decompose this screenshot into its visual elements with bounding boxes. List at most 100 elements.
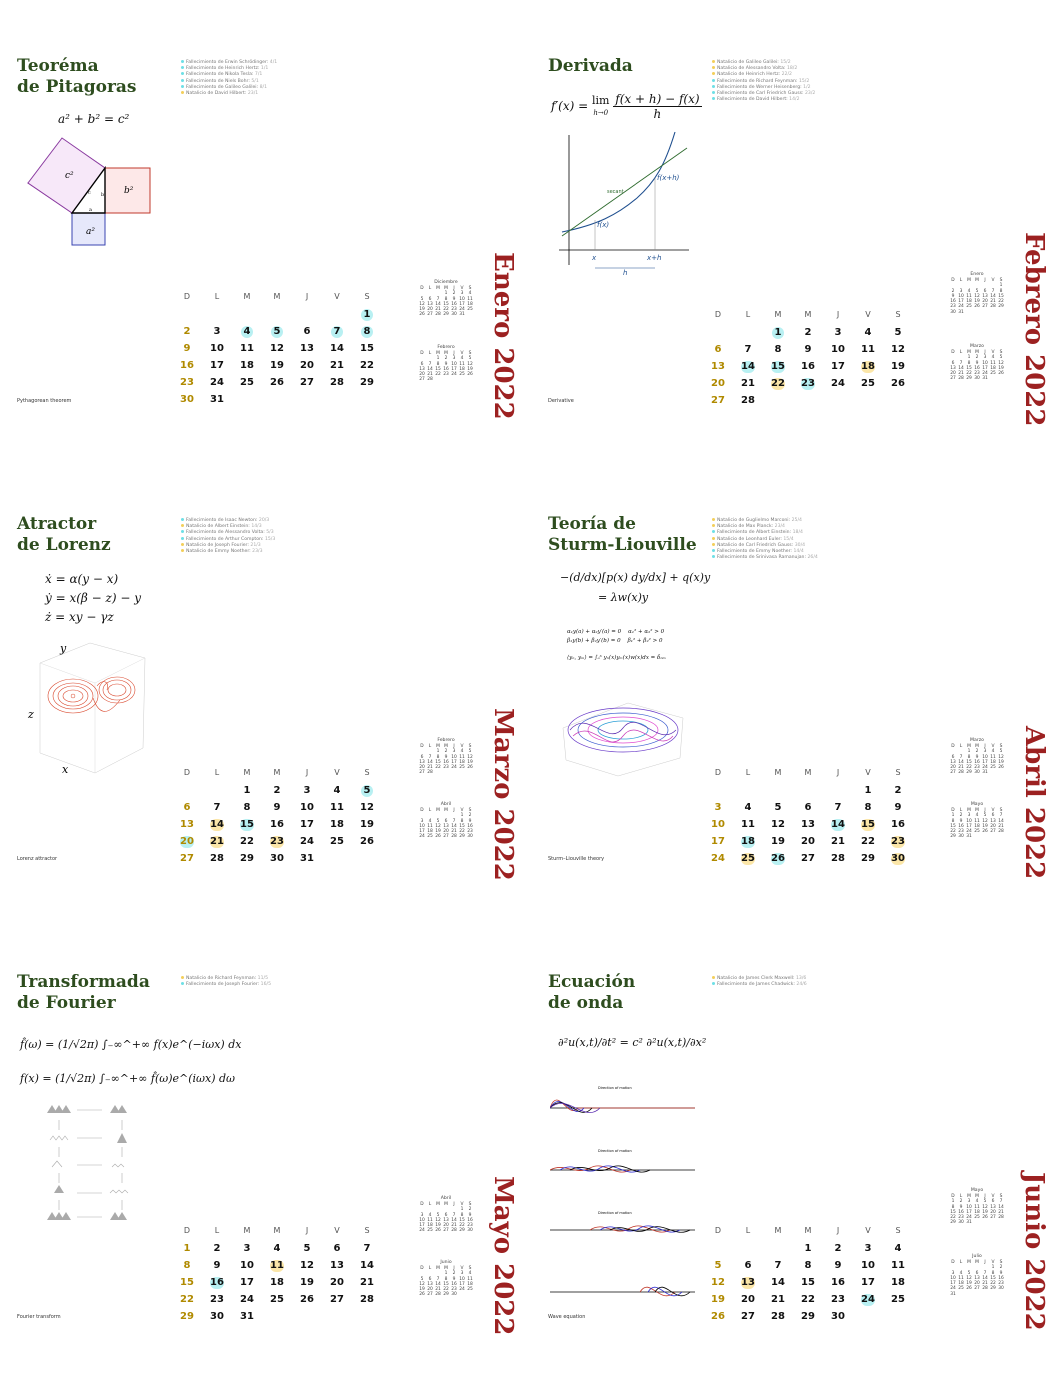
day-cell[interactable]: 5 <box>703 1257 733 1274</box>
day-cell[interactable]: 7 <box>823 799 853 816</box>
day-cell[interactable]: 5 <box>262 323 292 340</box>
day-cell[interactable]: 22 <box>853 833 883 850</box>
day-cell[interactable]: 24 <box>853 1291 883 1308</box>
day-cell[interactable]: 2 <box>172 323 202 340</box>
day-cell[interactable]: 9 <box>883 799 913 816</box>
day-cell[interactable]: 19 <box>763 833 793 850</box>
day-cell[interactable]: 10 <box>292 799 322 816</box>
day-cell[interactable]: 10 <box>202 340 232 357</box>
day-cell[interactable]: 15 <box>853 816 883 833</box>
day-cell[interactable]: 4 <box>853 324 883 341</box>
day-cell[interactable]: 2 <box>202 1240 232 1257</box>
day-cell[interactable]: 26 <box>292 1291 322 1308</box>
day-cell[interactable]: 1 <box>172 1240 202 1257</box>
day-cell[interactable]: 14 <box>202 816 232 833</box>
day-cell[interactable]: 19 <box>262 357 292 374</box>
day-cell[interactable]: 15 <box>232 816 262 833</box>
day-cell[interactable]: 31 <box>292 850 322 867</box>
day-cell[interactable]: 25 <box>733 850 763 867</box>
day-cell[interactable]: 7 <box>322 323 352 340</box>
day-cell[interactable]: 2 <box>883 782 913 799</box>
day-cell[interactable]: 24 <box>703 850 733 867</box>
day-cell[interactable]: 5 <box>352 782 382 799</box>
day-cell[interactable]: 16 <box>793 358 823 375</box>
day-cell[interactable]: 23 <box>793 375 823 392</box>
day-cell[interactable]: 6 <box>292 323 322 340</box>
day-cell[interactable]: 15 <box>793 1274 823 1291</box>
day-cell[interactable]: 29 <box>352 374 382 391</box>
day-cell[interactable]: 24 <box>823 375 853 392</box>
day-cell[interactable]: 17 <box>292 816 322 833</box>
day-cell[interactable]: 28 <box>733 392 763 409</box>
day-cell[interactable]: 23 <box>823 1291 853 1308</box>
day-cell[interactable]: 11 <box>733 816 763 833</box>
day-cell[interactable]: 23 <box>172 374 202 391</box>
day-cell[interactable]: 4 <box>322 782 352 799</box>
day-cell[interactable]: 29 <box>793 1308 823 1325</box>
day-cell[interactable]: 14 <box>823 816 853 833</box>
day-cell[interactable]: 7 <box>763 1257 793 1274</box>
day-cell[interactable]: 27 <box>292 374 322 391</box>
day-cell[interactable]: 24 <box>292 833 322 850</box>
day-cell[interactable]: 27 <box>703 392 733 409</box>
day-cell[interactable]: 30 <box>262 850 292 867</box>
day-cell[interactable]: 26 <box>883 375 913 392</box>
day-cell[interactable]: 12 <box>703 1274 733 1291</box>
day-cell[interactable]: 9 <box>262 799 292 816</box>
day-cell[interactable]: 22 <box>793 1291 823 1308</box>
day-cell[interactable]: 4 <box>232 323 262 340</box>
day-cell[interactable]: 26 <box>763 850 793 867</box>
day-cell[interactable]: 11 <box>853 341 883 358</box>
day-cell[interactable]: 2 <box>793 324 823 341</box>
day-cell[interactable]: 16 <box>172 357 202 374</box>
day-cell[interactable]: 20 <box>172 833 202 850</box>
day-cell[interactable]: 1 <box>853 782 883 799</box>
day-cell[interactable]: 2 <box>823 1240 853 1257</box>
day-cell[interactable]: 16 <box>262 816 292 833</box>
day-cell[interactable]: 18 <box>232 357 262 374</box>
day-cell[interactable]: 12 <box>763 816 793 833</box>
day-cell[interactable]: 4 <box>733 799 763 816</box>
day-cell[interactable]: 5 <box>763 799 793 816</box>
day-cell[interactable]: 21 <box>352 1274 382 1291</box>
day-cell[interactable]: 5 <box>292 1240 322 1257</box>
day-cell[interactable]: 11 <box>232 340 262 357</box>
day-cell[interactable]: 25 <box>262 1291 292 1308</box>
day-cell[interactable]: 20 <box>793 833 823 850</box>
day-cell[interactable]: 22 <box>232 833 262 850</box>
day-cell[interactable]: 30 <box>883 850 913 867</box>
day-cell[interactable]: 13 <box>703 358 733 375</box>
day-cell[interactable]: 25 <box>883 1291 913 1308</box>
day-cell[interactable]: 19 <box>352 816 382 833</box>
day-cell[interactable]: 4 <box>262 1240 292 1257</box>
day-cell[interactable]: 22 <box>352 357 382 374</box>
day-cell[interactable]: 23 <box>202 1291 232 1308</box>
day-cell[interactable]: 21 <box>202 833 232 850</box>
day-cell[interactable]: 18 <box>883 1274 913 1291</box>
day-cell[interactable]: 29 <box>853 850 883 867</box>
day-cell[interactable]: 25 <box>853 375 883 392</box>
day-cell[interactable]: 20 <box>703 375 733 392</box>
day-cell[interactable]: 13 <box>172 816 202 833</box>
day-cell[interactable]: 30 <box>823 1308 853 1325</box>
day-cell[interactable]: 17 <box>823 358 853 375</box>
day-cell[interactable]: 17 <box>202 357 232 374</box>
day-cell[interactable]: 13 <box>733 1274 763 1291</box>
day-cell[interactable]: 1 <box>352 306 382 323</box>
day-cell[interactable]: 3 <box>232 1240 262 1257</box>
day-cell[interactable]: 12 <box>352 799 382 816</box>
day-cell[interactable]: 24 <box>232 1291 262 1308</box>
day-cell[interactable]: 10 <box>232 1257 262 1274</box>
day-cell[interactable]: 31 <box>202 391 232 408</box>
day-cell[interactable]: 21 <box>322 357 352 374</box>
day-cell[interactable]: 8 <box>232 799 262 816</box>
day-cell[interactable]: 6 <box>322 1240 352 1257</box>
day-cell[interactable]: 19 <box>883 358 913 375</box>
day-cell[interactable]: 11 <box>883 1257 913 1274</box>
day-cell[interactable]: 23 <box>262 833 292 850</box>
day-cell[interactable]: 27 <box>172 850 202 867</box>
day-cell[interactable]: 19 <box>703 1291 733 1308</box>
day-cell[interactable]: 14 <box>763 1274 793 1291</box>
day-cell[interactable]: 18 <box>322 816 352 833</box>
day-cell[interactable]: 22 <box>172 1291 202 1308</box>
